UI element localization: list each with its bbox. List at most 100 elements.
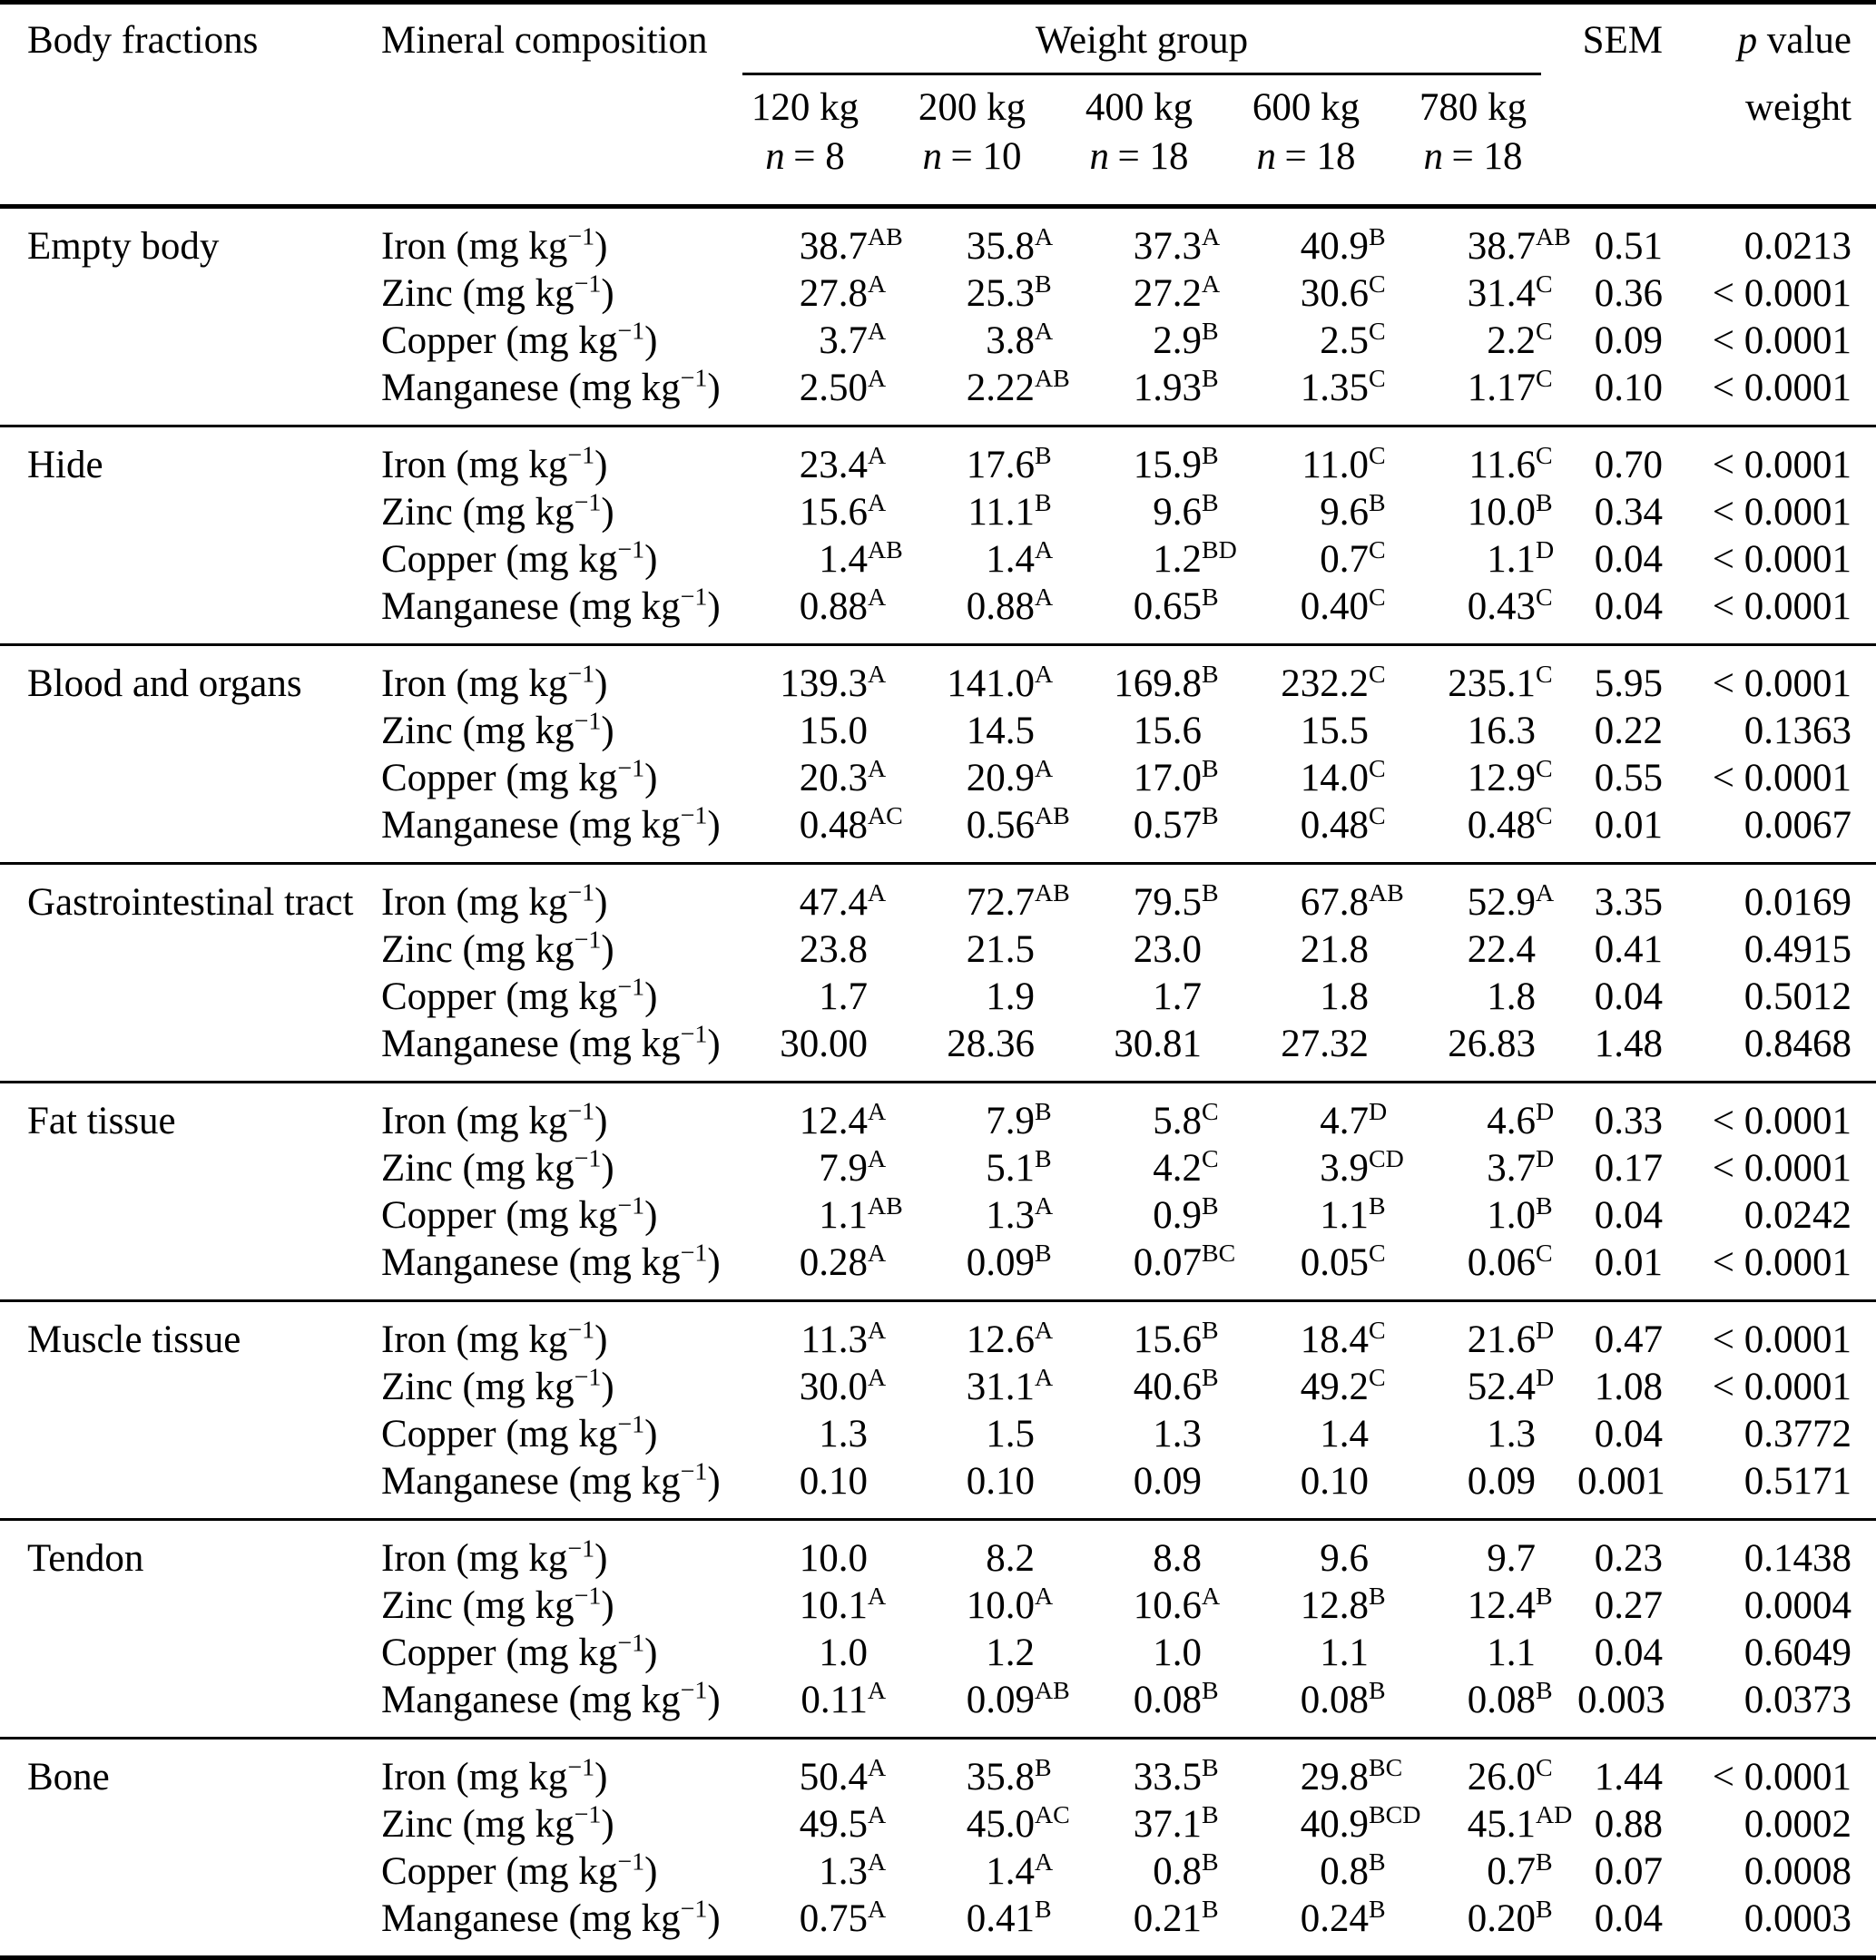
- unit-exponent: −1: [574, 1144, 602, 1173]
- header-bottom-rule: [0, 204, 1876, 209]
- value-cell: 15.6A: [799, 488, 887, 534]
- p-value: < 0.0001: [1712, 1100, 1851, 1142]
- value-cell: 27.32: [1243, 1021, 1410, 1068]
- section-divider-rule: [0, 1081, 1876, 1083]
- value-number: 23.8: [799, 928, 868, 971]
- value-cell: 12.4A: [799, 1097, 887, 1142]
- value-number: 0.43: [1467, 585, 1536, 628]
- value-number: 8.8: [1153, 1537, 1202, 1580]
- value-number: 2.50: [799, 367, 868, 409]
- weight-group-column-780-kg: 780 kg n = 18: [1410, 84, 1577, 181]
- value-number: 1.2: [1153, 538, 1202, 581]
- value-cell: 23.8: [742, 926, 909, 974]
- value-number: 0.41: [966, 1897, 1035, 1940]
- value-number: 1.3: [986, 1194, 1035, 1237]
- value-number: 20.9: [966, 757, 1035, 799]
- value-number: 4.6: [1487, 1100, 1536, 1142]
- value-number: 0.09: [966, 1241, 1035, 1284]
- sem-value: 3.35: [1594, 881, 1663, 924]
- value-cell: 7.9A: [819, 1144, 887, 1190]
- p-value: 0.5012: [1743, 975, 1851, 1018]
- section-fat-tissue: Fat tissue Iron (mg kg−1) 12.4A 7.9B 5.8C 4.7…: [0, 1083, 1876, 1299]
- value-cell: 15.6: [1076, 708, 1243, 755]
- unit-exponent: −1: [574, 1800, 602, 1829]
- n-equals-value: = 18: [1117, 135, 1189, 178]
- sem-value: 5.95: [1594, 662, 1663, 705]
- value-number: 12.4: [1467, 1584, 1536, 1627]
- value-number: 0.40: [1300, 585, 1369, 628]
- value-cell: 1.7: [742, 974, 909, 1021]
- value-cell: 12.9C: [1467, 754, 1553, 799]
- p-value: < 0.0001: [1712, 444, 1851, 486]
- value-cell: 1.93B: [1133, 364, 1219, 409]
- p-value-sub-label-weight: weight: [1744, 86, 1851, 129]
- value-number: 15.6: [799, 491, 868, 534]
- value-number: 1.5: [986, 1413, 1035, 1455]
- sem-value: 0.55: [1594, 757, 1663, 799]
- unit-exponent: −1: [574, 1582, 602, 1611]
- value-cell: 10.1A: [799, 1582, 887, 1627]
- body-fraction-spacer: [27, 1021, 381, 1068]
- value-cell: 1.1D: [1487, 535, 1555, 581]
- mineral-label: Manganese (mg kg−1): [381, 801, 721, 847]
- value-cell: 21.5: [909, 926, 1076, 974]
- value-cell: 232.2C: [1281, 660, 1386, 705]
- value-cell: 3.7D: [1487, 1144, 1555, 1190]
- value-number: 72.7: [966, 881, 1035, 924]
- value-number: 1.1: [1487, 538, 1536, 581]
- value-number: 1.3: [819, 1413, 868, 1455]
- mineral-label: Copper (mg kg−1): [381, 754, 658, 799]
- body-fraction-spacer: [27, 489, 381, 536]
- p-value: 0.0169: [1743, 881, 1851, 924]
- value-cell: 15.6B: [1133, 1316, 1219, 1361]
- value-cell: 0.10: [1243, 1458, 1410, 1505]
- value-number: 45.1: [1467, 1803, 1536, 1846]
- value-cell: 10.6A: [1133, 1582, 1221, 1627]
- sample-size-label: n = 8: [742, 133, 868, 181]
- value-cell: 3.7A: [819, 317, 887, 362]
- sem-value: 0.22: [1594, 710, 1663, 752]
- mineral-label: Manganese (mg kg−1): [381, 364, 721, 409]
- value-cell: 26.83: [1410, 1021, 1577, 1068]
- table-header-row-2: 120 kg n = 8 200 kg n = 10 400 kg n = 18 600 kg n =…: [0, 84, 1876, 204]
- sem-value: 0.04: [1594, 1632, 1663, 1674]
- value-number: 7.9: [986, 1100, 1035, 1142]
- p-value: 0.1363: [1743, 710, 1851, 752]
- value-cell: 10.0A: [966, 1582, 1054, 1627]
- p-value: 0.0003: [1743, 1897, 1851, 1940]
- body-fraction-label: Tendon: [27, 1537, 144, 1580]
- value-cell: 1.0: [742, 1630, 909, 1677]
- sem-value: 0.01: [1594, 1241, 1663, 1284]
- value-cell: 30.0A: [799, 1363, 887, 1408]
- value-number: 22.4: [1467, 928, 1536, 971]
- value-cell: 8.8: [1076, 1535, 1243, 1583]
- weight-label: 200 kg: [918, 86, 1026, 129]
- value-number: 12.9: [1467, 757, 1536, 799]
- value-number: 0.57: [1133, 804, 1202, 847]
- body-fraction-spacer: [27, 318, 381, 365]
- value-number: 0.10: [1300, 1460, 1369, 1503]
- value-number: 14.5: [966, 710, 1035, 752]
- value-number: 10.6: [1133, 1584, 1202, 1627]
- sem-value: 0.88: [1594, 1803, 1663, 1846]
- mineral-label: Copper (mg kg−1): [381, 317, 658, 362]
- unit-exponent: −1: [617, 1847, 645, 1877]
- sem-value: 0.01: [1594, 804, 1663, 847]
- value-cell: 0.10: [909, 1458, 1076, 1505]
- value-cell: 21.6D: [1467, 1316, 1555, 1361]
- sem-value: 0.003: [1577, 1679, 1665, 1721]
- p-value: < 0.0001: [1712, 538, 1851, 581]
- value-cell: 0.8B: [1153, 1847, 1219, 1893]
- value-cell: 2.2C: [1487, 317, 1553, 362]
- value-number: 0.48: [1300, 804, 1369, 847]
- value-cell: 45.1AD: [1467, 1800, 1573, 1846]
- unit-exponent: −1: [574, 707, 602, 736]
- sample-size-label: n = 18: [1243, 133, 1369, 181]
- sem-value: 0.04: [1594, 1413, 1663, 1455]
- p-value-italic-p: p: [1737, 19, 1758, 62]
- value-cell: 1.2: [909, 1630, 1076, 1677]
- value-cell: 0.07BC: [1133, 1239, 1236, 1284]
- value-cell: 72.7AB: [966, 878, 1070, 924]
- p-value: < 0.0001: [1712, 662, 1851, 705]
- value-cell: 25.3B: [966, 270, 1052, 315]
